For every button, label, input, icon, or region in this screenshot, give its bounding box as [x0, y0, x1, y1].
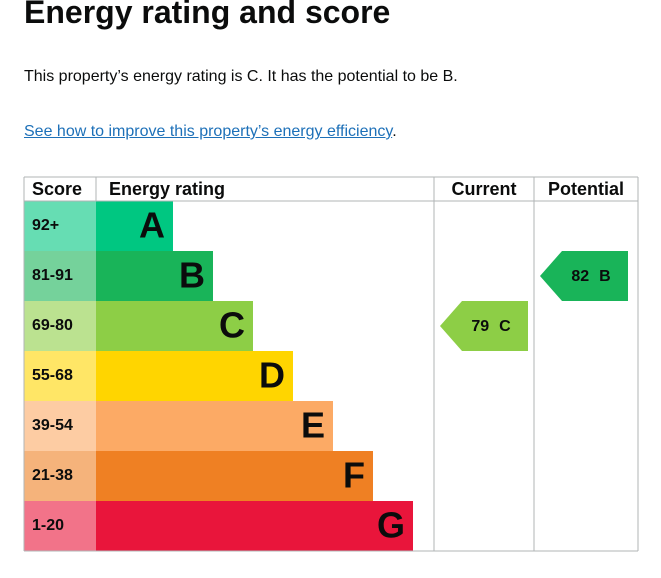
band-bar: [96, 201, 173, 251]
potential-score: 82: [571, 268, 589, 285]
band-bar: [96, 351, 293, 401]
band-bar: [96, 451, 373, 501]
band-bar: [96, 401, 333, 451]
heading: Energy rating and score: [24, 0, 391, 30]
potential-arrow: [540, 251, 628, 301]
band-letter: A: [139, 205, 165, 246]
column-header: Score: [32, 179, 82, 199]
score-cell: [24, 451, 96, 501]
current-score: 79: [471, 318, 489, 335]
score-cell: [24, 251, 96, 301]
intro: This property’s energy rating is C. It h…: [24, 68, 458, 85]
column-header: Potential: [548, 179, 624, 199]
score-cell: [24, 351, 96, 401]
score-range: 39-54: [32, 417, 73, 434]
link-after: .: [392, 123, 397, 140]
improve-link[interactable]: See how to improve this property’s energ…: [24, 123, 393, 140]
column-header: Energy rating: [109, 179, 225, 199]
score-cell: [24, 201, 96, 251]
current-label: 79 C: [471, 318, 511, 335]
potential-label: 82 B: [571, 268, 610, 285]
current-band: C: [499, 318, 511, 335]
score-range: 92+: [32, 217, 59, 234]
score-cell: [24, 501, 96, 551]
band-bar: [96, 301, 253, 351]
score-range: 1-20: [32, 517, 64, 534]
band-bar: [96, 251, 213, 301]
current-arrow: [440, 301, 528, 351]
band-letter: C: [219, 305, 245, 346]
band-letter: E: [301, 405, 325, 446]
score-range: 55-68: [32, 367, 73, 384]
score-range: 81-91: [32, 267, 73, 284]
band-letter: B: [179, 255, 205, 296]
band-bar: [96, 501, 413, 551]
column-header: Current: [451, 179, 516, 199]
score-cell: [24, 401, 96, 451]
band-letter: F: [343, 455, 365, 496]
link-paragraph: See how to improve this property’s energ…: [24, 123, 397, 141]
band-letter: G: [377, 505, 405, 546]
band-letter: D: [259, 355, 285, 396]
score-range: 21-38: [32, 467, 73, 484]
score-cell: [24, 301, 96, 351]
potential-band: B: [599, 268, 611, 285]
score-range: 69-80: [32, 317, 73, 334]
